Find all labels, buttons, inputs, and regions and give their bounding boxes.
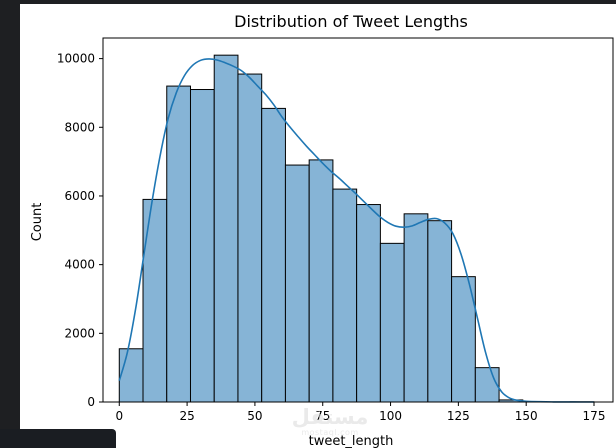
- x-tick-label: 25: [179, 409, 194, 423]
- histogram-bar: [142, 198, 168, 403]
- chart-title: Distribution of Tweet Lengths: [234, 12, 468, 31]
- histogram-bar: [356, 204, 381, 403]
- histogram-bar: [332, 188, 358, 403]
- histogram-bar: [379, 242, 405, 403]
- x-axis-label: tweet_length: [309, 434, 394, 448]
- histogram-bar: [261, 107, 286, 403]
- y-axis-label: Count: [30, 203, 45, 242]
- x-tick-label: 175: [583, 409, 606, 423]
- x-tick-label: 75: [315, 409, 330, 423]
- x-tick-label: 50: [247, 409, 262, 423]
- chart-figure: Distribution of Tweet Lengths 0 25 50 75 100…: [20, 4, 616, 448]
- x-tick-label: 100: [379, 409, 402, 423]
- x-tick-label: 125: [447, 409, 470, 423]
- histogram-bar: [308, 159, 334, 403]
- kde-line: [118, 58, 595, 403]
- y-tick-label: 8000: [64, 120, 95, 134]
- y-tick-label: 2000: [64, 326, 95, 340]
- y-tick-label: 4000: [64, 258, 95, 272]
- y-tick-label: 10000: [57, 52, 95, 66]
- histogram-bar: [427, 220, 453, 403]
- y-axis: 0 2000 4000 6000 8000 10000: [57, 52, 103, 409]
- bars-layer: [118, 54, 595, 403]
- x-tick-label: 0: [115, 409, 123, 423]
- histogram-bar: [118, 348, 144, 403]
- x-axis: 0 25 50 75 100 125 150 175: [115, 402, 605, 423]
- histogram-chart: Distribution of Tweet Lengths 0 25 50 75 100…: [30, 12, 614, 448]
- histogram-bar: [213, 54, 239, 403]
- x-tick-label: 150: [515, 409, 538, 423]
- histogram-bar: [166, 85, 191, 403]
- histogram-bar: [403, 213, 429, 403]
- histogram-bar: [284, 164, 310, 403]
- histogram-bar: [189, 89, 215, 403]
- y-tick-label: 0: [87, 395, 95, 409]
- histogram-bar: [474, 367, 500, 403]
- y-tick-label: 6000: [64, 189, 95, 203]
- bottom-tab[interactable]: [0, 429, 116, 448]
- histogram-bar: [237, 73, 263, 403]
- plot-frame: [102, 37, 614, 403]
